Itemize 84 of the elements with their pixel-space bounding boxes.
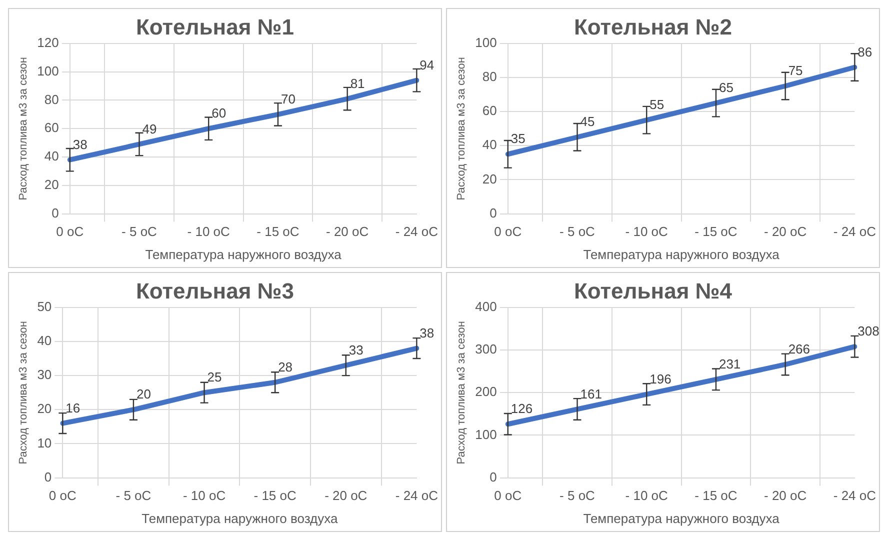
x-tick-label: - 5 oC <box>122 224 157 240</box>
y-tick-label: 0 <box>44 469 52 484</box>
data-label: 126 <box>510 401 533 416</box>
x-tick-label: 0 oC <box>48 488 76 504</box>
x-tick-label: - 20 oC <box>764 224 807 240</box>
data-label: 308 <box>858 324 880 339</box>
y-tick-label: 120 <box>37 34 59 50</box>
data-label: 70 <box>280 91 296 106</box>
data-label: 38 <box>420 325 434 340</box>
y-tick-label: 40 <box>44 148 59 164</box>
y-tick-label: 100 <box>37 63 59 78</box>
x-tick-label: - 15 oC <box>694 224 738 240</box>
data-label: 94 <box>420 57 434 72</box>
chart-title: Котельная №4 <box>574 278 733 304</box>
x-tick-label: - 10 oC <box>182 488 226 504</box>
x-tick-label: 0 oC <box>494 488 522 504</box>
y-tick-label: 0 <box>490 469 497 484</box>
x-tick-label: - 24 oC <box>833 488 876 504</box>
x-tick-label: - 5 oC <box>560 488 595 504</box>
data-label: 45 <box>580 114 595 130</box>
x-tick-label: 0 oC <box>56 224 84 240</box>
data-label: 25 <box>207 370 222 385</box>
x-tick-label: - 5 oC <box>560 224 595 240</box>
x-tick-label: - 20 oC <box>326 224 369 240</box>
y-tick-label: 300 <box>475 342 497 357</box>
y-axis-title: Расход топлива м3 за сезон <box>18 320 30 464</box>
x-tick-label: - 15 oC <box>256 224 300 240</box>
y-axis-title: Расход топлива м3 за сезон <box>18 56 30 200</box>
x-tick-label: - 24 oC <box>395 488 438 504</box>
data-label: 33 <box>348 342 364 358</box>
data-label: 161 <box>580 386 602 402</box>
y-tick-label: 200 <box>475 384 497 400</box>
chart-title: Котельная №2 <box>574 14 732 40</box>
y-tick-label: 20 <box>482 171 497 186</box>
y-tick-label: 50 <box>37 298 52 314</box>
data-label: 86 <box>858 44 872 60</box>
data-label: 16 <box>66 400 80 416</box>
chart-title: Котельная №3 <box>136 278 294 304</box>
chart-title: Котельная №1 <box>136 14 294 40</box>
data-label: 55 <box>650 97 664 112</box>
data-label: 266 <box>788 342 810 357</box>
x-axis-title: Температура наружного воздуха <box>145 246 342 262</box>
y-tick-label: 40 <box>482 137 497 152</box>
y-axis-title: Расход топлива м3 за сезон <box>456 320 468 464</box>
data-label: 81 <box>350 76 365 91</box>
y-tick-label: 0 <box>52 205 59 220</box>
data-label: 35 <box>510 131 526 146</box>
x-tick-label: 0 oC <box>494 224 522 240</box>
x-tick-label: - 15 oC <box>254 488 296 504</box>
x-tick-label: - 10 oC <box>187 224 230 240</box>
x-tick-label: - 24 oC <box>833 224 876 240</box>
x-tick-label: - 24 oC <box>395 224 438 240</box>
y-tick-label: 80 <box>482 69 497 84</box>
y-tick-label: 30 <box>37 367 52 382</box>
data-label: 28 <box>278 359 293 374</box>
data-label: 196 <box>650 371 672 386</box>
x-tick-label: - 15 oC <box>694 488 738 504</box>
data-label: 231 <box>718 356 741 372</box>
data-label: 60 <box>212 106 226 121</box>
y-tick-label: 60 <box>482 103 497 118</box>
y-tick-label: 20 <box>44 176 59 192</box>
x-tick-label: - 20 oC <box>764 488 807 504</box>
data-label: 20 <box>136 386 151 402</box>
x-axis-title: Температура наружного воздуха <box>142 510 338 526</box>
y-tick-label: 0 <box>490 205 497 220</box>
x-axis-title: Температура наружного воздуха <box>583 510 780 526</box>
data-label: 49 <box>142 121 157 136</box>
y-tick-label: 100 <box>475 34 497 50</box>
x-axis-title: Температура наружного воздуха <box>583 246 780 262</box>
y-tick-label: 10 <box>37 435 52 450</box>
x-tick-label: - 5 oC <box>116 488 152 504</box>
data-label: 75 <box>788 63 803 78</box>
y-tick-label: 40 <box>37 333 52 348</box>
y-tick-label: 20 <box>37 401 52 416</box>
y-tick-label: 60 <box>44 120 59 136</box>
x-tick-label: - 10 oC <box>625 224 668 240</box>
x-tick-label: - 20 oC <box>324 488 368 504</box>
x-tick-label: - 10 oC <box>625 488 668 504</box>
y-tick-label: 100 <box>475 426 497 442</box>
y-axis-title: Расход топлива м3 за сезон <box>456 56 468 200</box>
y-tick-label: 80 <box>44 92 59 107</box>
data-label: 38 <box>72 136 88 152</box>
data-label: 65 <box>718 80 734 96</box>
y-tick-label: 400 <box>475 298 497 314</box>
